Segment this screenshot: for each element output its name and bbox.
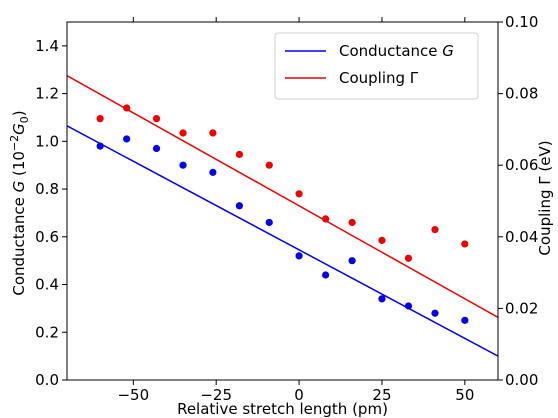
conductance-point <box>96 142 104 150</box>
legend-label-conductance: Conductance G <box>339 42 454 60</box>
conductance-point <box>431 309 439 317</box>
conductance-point <box>295 252 303 260</box>
coupling-point <box>322 215 330 223</box>
coupling-point <box>96 115 104 123</box>
coupling-point <box>209 129 217 137</box>
y-left-tick-label: 0.0 <box>35 371 59 389</box>
x-tick-label: 25 <box>372 386 391 404</box>
coupling-point <box>461 240 469 248</box>
conductance-point <box>179 161 187 169</box>
legend-label-coupling: Coupling Γ <box>339 69 419 87</box>
conductance-point <box>123 135 131 143</box>
coupling-fit-line <box>67 75 498 319</box>
conductance-point <box>378 295 386 303</box>
conductance-point <box>322 271 330 279</box>
y-left-tick-label: 1.4 <box>35 37 59 55</box>
conductance-point <box>461 316 469 324</box>
y-left-tick-label: 1.2 <box>35 85 59 103</box>
x-tick-label: 0 <box>294 386 304 404</box>
coupling-point <box>404 254 413 262</box>
y-right-tick-label: 0.04 <box>505 228 538 246</box>
y-left-tick-label: 1.0 <box>35 132 59 150</box>
y-right-tick-label: 0.08 <box>505 85 538 103</box>
x-axis-label: Relative stretch length (pm) <box>177 400 388 418</box>
y-left-tick-label: 0.4 <box>35 276 59 294</box>
x-tick-label: −25 <box>200 386 232 404</box>
y-right-tick-label: 0.00 <box>505 371 538 389</box>
coupling-point <box>378 236 386 244</box>
conductance-point <box>235 202 243 210</box>
conductance-point <box>209 168 217 176</box>
y-right-tick-label: 0.06 <box>505 156 538 174</box>
coupling-point <box>235 150 243 159</box>
legend: Conductance G Coupling Γ <box>274 32 479 100</box>
y-right-tick-label: 0.02 <box>505 299 538 317</box>
coupling-point <box>295 190 303 198</box>
coupling-point <box>179 129 187 137</box>
conductance-point <box>404 302 413 310</box>
plot-frame <box>66 21 499 381</box>
x-tick-label: 50 <box>455 386 474 404</box>
y-left-axis-label: Conductance G (10−2G0) <box>8 110 31 295</box>
conductance-point <box>265 218 273 227</box>
coupling-point <box>123 104 131 112</box>
marks-layer <box>67 75 498 357</box>
x-tick-label: −50 <box>117 386 149 404</box>
y-right-axis-label: Coupling Γ (eV) <box>536 140 554 255</box>
y-left-tick-label: 0.2 <box>35 323 59 341</box>
coupling-point <box>431 226 439 234</box>
legend-box <box>274 32 479 100</box>
conductance-fit-line <box>67 125 498 357</box>
axes-layer: −50 −25 0 25 50 0.0 0.2 0.4 0.6 0.8 1.0 1.2 1.4 0.00 0… <box>8 13 554 418</box>
coupling-point <box>152 115 161 123</box>
conductance-point <box>348 257 356 265</box>
y-right-tick-label: 0.10 <box>505 13 538 31</box>
y-left-tick-label: 0.8 <box>35 180 59 198</box>
coupling-point <box>348 218 356 227</box>
y-left-tick-label: 0.6 <box>35 228 59 246</box>
conductance-point <box>152 144 161 153</box>
coupling-point <box>265 161 273 169</box>
